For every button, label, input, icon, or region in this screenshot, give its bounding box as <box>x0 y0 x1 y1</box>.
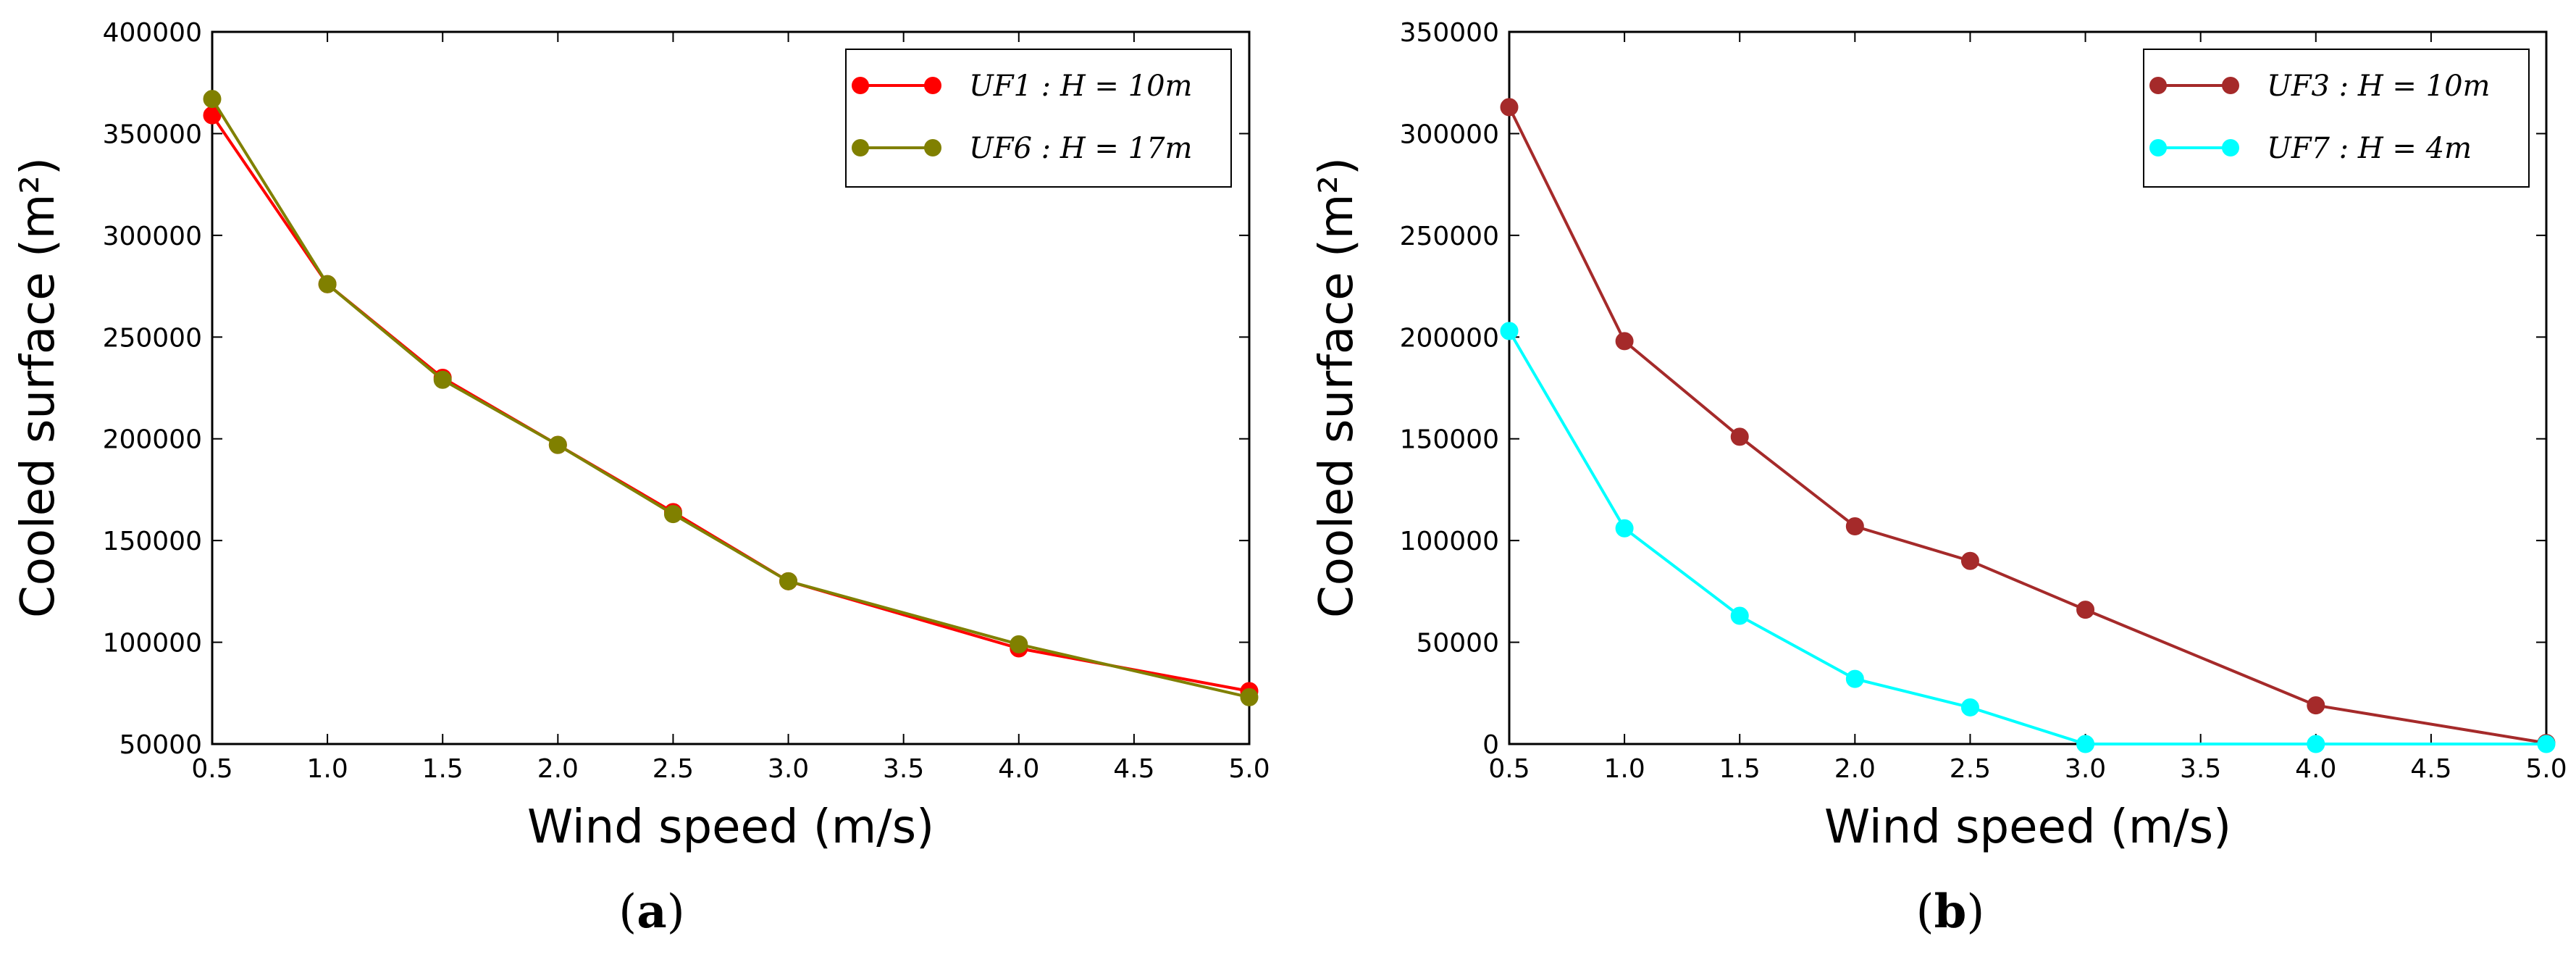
legend-marker-dot-uf3 <box>2222 77 2239 94</box>
y-tick-label-a: 250000 <box>103 323 202 353</box>
y-tick-label-b: 0 <box>1482 730 1499 760</box>
legend-marker-dot-uf7 <box>2149 139 2167 156</box>
data-point-uf7 <box>1500 322 1519 340</box>
y-tick-label-a: 350000 <box>103 120 202 149</box>
x-tick-label-b: 1.0 <box>1603 754 1645 784</box>
legend-b: UF3 : H = 10m UF7 : H = 4m <box>2143 49 2530 188</box>
y-tick-label-b: 100000 <box>1400 527 1499 556</box>
panel-letter-a: a <box>637 885 666 939</box>
y-tick-label-a: 200000 <box>103 425 202 455</box>
legend-label-uf6: UF6 : H = 17m <box>969 132 1192 165</box>
data-point-uf7 <box>1845 669 1864 688</box>
x-tick-label-a: 4.5 <box>1113 754 1154 784</box>
x-tick-label-a: 1.5 <box>422 754 463 784</box>
data-point-uf7 <box>1960 698 1979 716</box>
x-tick-label-b: 2.0 <box>1834 754 1876 784</box>
data-point-uf3 <box>1730 427 1749 446</box>
y-tick-label-b: 350000 <box>1400 18 1499 48</box>
y-tick-label-a: 150000 <box>103 527 202 556</box>
x-tick-label-b: 4.0 <box>2295 754 2336 784</box>
data-point-uf3 <box>1960 551 1979 570</box>
data-point-uf3 <box>1500 98 1519 117</box>
x-tick-label-b: 0.5 <box>1488 754 1530 784</box>
data-point-uf6 <box>663 505 682 524</box>
y-tick-label-b: 200000 <box>1400 323 1499 353</box>
x-tick-label-a: 2.0 <box>537 754 579 784</box>
data-point-uf6 <box>548 435 567 454</box>
y-axis-title-b: Cooled surface (m²) <box>1310 157 1364 618</box>
y-tick-label-b: 50000 <box>1416 629 1499 659</box>
legend-marker-dot-uf1 <box>924 77 941 94</box>
x-tick-label-a: 1.0 <box>306 754 348 784</box>
series-line-uf1 <box>211 114 1250 693</box>
data-point-uf7 <box>2076 735 2095 753</box>
legend-marker-dot-uf1 <box>852 77 869 94</box>
data-point-uf7 <box>2537 735 2556 753</box>
y-tick-label-a: 100000 <box>103 629 202 659</box>
x-tick-label-b: 3.0 <box>2065 754 2106 784</box>
x-tick-label-b: 4.5 <box>2410 754 2451 784</box>
y-axis-title-a: Cooled surface (m²) <box>12 157 65 618</box>
x-tick-label-a: 4.0 <box>998 754 1039 784</box>
data-point-uf7 <box>2307 735 2325 753</box>
data-point-uf3 <box>2076 601 2095 619</box>
legend-label-uf7: UF7 : H = 4m <box>2267 132 2472 165</box>
y-tick-label-a: 300000 <box>103 222 202 251</box>
data-point-uf6 <box>1240 688 1259 706</box>
x-tick-label-b: 3.5 <box>2180 754 2221 784</box>
x-tick-label-b: 5.0 <box>2525 754 2567 784</box>
panel-label-b: (b) <box>1916 885 1985 939</box>
y-tick-label-a: 400000 <box>103 18 202 48</box>
plot-area-a <box>211 30 1251 745</box>
panel-letter-b: b <box>1934 885 1967 939</box>
y-tick-label-b: 250000 <box>1400 222 1499 251</box>
legend-label-uf3: UF3 : H = 10m <box>2267 70 2490 103</box>
series-line-uf6 <box>211 98 1250 699</box>
data-point-uf6 <box>318 275 337 293</box>
legend-box-b <box>2143 49 2530 188</box>
x-tick-label-a: 3.5 <box>883 754 924 784</box>
legend-marker-dot-uf3 <box>2149 77 2167 94</box>
x-axis-title-b: Wind speed (m/s) <box>1824 801 2231 854</box>
data-point-uf7 <box>1615 519 1634 538</box>
y-tick-label-b: 150000 <box>1400 425 1499 455</box>
x-tick-label-a: 0.5 <box>191 754 232 784</box>
legend-marker-dot-uf6 <box>924 139 941 156</box>
data-point-uf6 <box>433 370 452 389</box>
x-axis-title-a: Wind speed (m/s) <box>527 801 934 854</box>
x-tick-label-a: 2.5 <box>653 754 694 784</box>
x-tick-label-a: 3.0 <box>768 754 809 784</box>
chart-panel-b: 0.5 1.0 1.5 2.0 2.5 3.0 3.5 4.0 4.5 5.0 0 50000 1000… <box>1310 18 2567 939</box>
legend-a: UF1 : H = 10m UF6 : H = 17m <box>845 49 1232 188</box>
legend-label-uf1: UF1 : H = 10m <box>969 70 1192 103</box>
legend-marker-dot-uf7 <box>2222 139 2239 156</box>
panel-label-a: (a) <box>618 885 684 939</box>
x-tick-label-b: 1.5 <box>1719 754 1761 784</box>
data-point-uf3 <box>1845 517 1864 535</box>
data-point-uf6 <box>779 572 798 590</box>
series-line-uf3 <box>1508 106 2547 745</box>
data-point-uf7 <box>1730 606 1749 625</box>
data-point-uf3 <box>1615 332 1634 351</box>
data-point-uf6 <box>1010 635 1028 653</box>
y-tick-label-a: 50000 <box>119 730 202 760</box>
y-tick-label-b: 300000 <box>1400 120 1499 149</box>
data-point-uf3 <box>2307 696 2325 715</box>
legend-box-a <box>845 49 1232 188</box>
chart-panel-a: 0.5 1.0 1.5 2.0 2.5 3.0 3.5 4.0 4.5 5.0 50000 10000… <box>12 18 1270 939</box>
plot-area-b <box>1508 30 2548 745</box>
x-tick-label-a: 5.0 <box>1228 754 1270 784</box>
x-tick-label-b: 2.5 <box>1950 754 1991 784</box>
series-line-uf7 <box>1508 330 2546 745</box>
legend-marker-dot-uf6 <box>852 139 869 156</box>
data-point-uf6 <box>203 90 222 109</box>
